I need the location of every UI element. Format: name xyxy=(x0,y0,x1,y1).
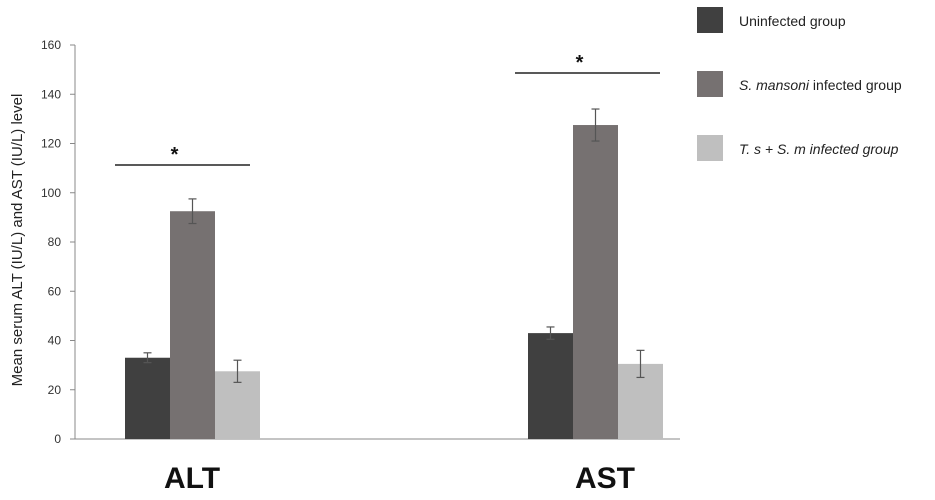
significance-star-ast: * xyxy=(576,52,584,74)
y-tick-label: 120 xyxy=(41,137,61,151)
error-bars xyxy=(143,108,645,383)
bar-alt-s-mansoni xyxy=(170,211,215,439)
category-label-alt: ALT xyxy=(164,462,220,495)
y-tick-label: 140 xyxy=(41,87,61,101)
y-tick-label: 60 xyxy=(48,284,62,298)
bar-alt-uninfected xyxy=(125,357,170,439)
legend-swatch-s-mansoni xyxy=(697,71,723,97)
category-labels: ALT AST xyxy=(164,462,635,495)
y-tick-label: 80 xyxy=(48,235,62,249)
legend-label-s-mansoni: S. mansoni infected group xyxy=(739,77,902,93)
legend: Uninfected group S. mansoni infected gro… xyxy=(697,7,902,161)
legend-label-s-mansoni-rest: infected group xyxy=(809,77,902,93)
y-tick-label: 0 xyxy=(54,432,61,446)
y-tick-label: 100 xyxy=(41,186,61,200)
legend-swatch-ts-sm xyxy=(697,135,723,161)
legend-swatch-uninfected xyxy=(697,7,723,33)
bars xyxy=(125,125,663,439)
bar-ast-uninfected xyxy=(528,333,573,439)
significance-markers: ** xyxy=(115,52,660,166)
legend-label-ts-sm: T. s + S. m infected group xyxy=(739,141,899,157)
bar-ast-s-mansoni xyxy=(573,125,618,439)
category-label-ast: AST xyxy=(575,462,635,495)
legend-label-s-mansoni-italic: S. mansoni xyxy=(739,77,810,93)
significance-star-alt: * xyxy=(171,144,179,166)
y-axis-label: Mean serum ALT (IU/L) and AST (IU/L) lev… xyxy=(9,94,26,387)
legend-label-uninfected: Uninfected group xyxy=(739,13,846,29)
y-tick-label: 40 xyxy=(48,334,62,348)
y-tick-label: 20 xyxy=(48,383,62,397)
y-tick-label: 160 xyxy=(41,38,61,52)
